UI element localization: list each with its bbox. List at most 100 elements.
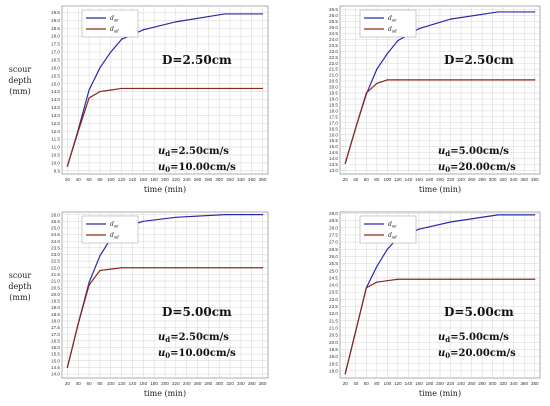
- data-point: [224, 13, 226, 15]
- legend-subscript: se: [392, 224, 397, 229]
- data-point: [175, 87, 177, 90]
- y-tick-label: 19.5: [329, 347, 338, 352]
- y-tick-label: 21.0: [329, 73, 338, 78]
- data-point: [376, 281, 378, 283]
- x-tick-label: 80: [97, 381, 103, 386]
- data-point: [497, 278, 499, 280]
- x-tick-label: 20: [343, 177, 349, 182]
- x-tick-label: 240: [183, 381, 191, 386]
- x-tick-label: 380: [531, 381, 539, 386]
- velocity-value: =2.50cm/s: [170, 146, 229, 157]
- velocity-subscript: 0: [165, 351, 170, 360]
- x-tick-label: 100: [107, 381, 115, 386]
- legend-label: dsd: [110, 232, 119, 240]
- diameter-label: D=5.00cm: [162, 305, 232, 319]
- x-tick-label: 300: [215, 177, 223, 182]
- legend-subscript: se: [114, 224, 119, 229]
- x-tick-label: 200: [161, 381, 169, 386]
- legend-subscript: se: [392, 18, 397, 23]
- y-tick-label: 16.5: [51, 338, 60, 343]
- data-point: [497, 79, 499, 81]
- x-tick-label: 360: [520, 177, 528, 182]
- data-point: [121, 87, 123, 90]
- data-point: [66, 165, 69, 167]
- series-line-dsd: [344, 79, 535, 164]
- x-tick-label: 80: [374, 177, 380, 182]
- data-point: [110, 89, 112, 91]
- data-point: [121, 38, 123, 40]
- x-tick-label: 260: [468, 177, 476, 182]
- velocity-u0-label: u0=10.00cm/s: [158, 162, 236, 174]
- y-tick-label: 18.0: [329, 368, 338, 373]
- legend-label: dsd: [110, 26, 119, 34]
- y-tick-label: 21.5: [329, 318, 338, 323]
- data-point: [77, 322, 79, 325]
- legend-letter: d: [110, 26, 114, 33]
- y-tick-label: 15.0: [51, 358, 60, 363]
- x-tick-label: 200: [436, 177, 444, 182]
- y-tick-label: 13.0: [51, 113, 60, 118]
- x-tick-label: 180: [150, 381, 158, 386]
- data-point: [261, 13, 264, 15]
- data-point: [175, 267, 177, 269]
- y-tick-label: 15.0: [51, 81, 60, 86]
- x-tick-label: 160: [415, 381, 423, 386]
- data-point: [449, 221, 452, 223]
- y-tick-label: 14.5: [51, 89, 60, 94]
- y-tick-label: 18.0: [51, 318, 60, 323]
- velocity-symbol: u: [158, 162, 165, 173]
- y-tick-label: 25.0: [329, 268, 338, 273]
- data-point: [110, 268, 112, 270]
- x-tick-label: 240: [457, 381, 465, 386]
- data-point: [397, 39, 399, 42]
- x-tick-label: 260: [194, 381, 202, 386]
- legend-box: [81, 215, 139, 244]
- y-tick-label: 18.0: [329, 108, 338, 113]
- x-tick-label: 300: [489, 177, 497, 182]
- chart-panel-2: 20 40 60 80 100 120 140 160 180 200 220 240 260 280 30…: [329, 5, 541, 194]
- data-point: [534, 11, 536, 13]
- velocity-symbol: u: [438, 348, 445, 359]
- diameter-label: D=2.50cm: [444, 53, 514, 67]
- velocity-symbol: u: [438, 162, 445, 173]
- x-tick-label: 100: [384, 177, 392, 182]
- y-tick-label: 17.5: [51, 325, 60, 330]
- y-tick-label: 27.0: [329, 240, 338, 245]
- x-tick-label: 220: [172, 177, 180, 182]
- y-tick-label: 20.0: [329, 340, 338, 345]
- x-tick-label: 320: [499, 381, 507, 386]
- y-tick-label: 10.0: [51, 161, 60, 166]
- y-tick-label: 17.0: [51, 332, 60, 337]
- x-tick-label: 140: [129, 177, 137, 182]
- data-point: [497, 11, 499, 13]
- y-tick-label: 24.5: [51, 232, 60, 237]
- x-tick-label: 200: [161, 177, 169, 182]
- data-point: [224, 267, 226, 269]
- y-tick-label: 16.5: [51, 57, 60, 62]
- x-axis-label: time (min): [419, 185, 461, 194]
- y-tick-label: 24.0: [329, 37, 338, 42]
- y-tick-label: 24.5: [329, 275, 338, 280]
- legend-box: [359, 9, 417, 38]
- data-point: [418, 28, 420, 30]
- y-tick-label: 16.0: [51, 345, 60, 350]
- data-point: [224, 87, 226, 90]
- series-line-dsd: [344, 278, 535, 374]
- x-tick-label: 80: [374, 381, 380, 386]
- x-tick-label: 40: [353, 381, 359, 386]
- x-tick-label: 260: [468, 381, 476, 386]
- y-axis-label: scour: [9, 65, 32, 74]
- x-tick-label: 380: [259, 177, 267, 182]
- velocity-u0-label: u0=20.00cm/s: [438, 348, 516, 360]
- data-point: [386, 79, 388, 81]
- x-tick-label: 360: [520, 381, 528, 386]
- velocity-ud-label: ud=2.50cm/s: [158, 146, 229, 158]
- data-point: [142, 87, 144, 90]
- velocity-subscript: d: [445, 149, 450, 158]
- legend-label: dsd: [388, 26, 397, 34]
- y-tick-label: 25.5: [329, 19, 338, 24]
